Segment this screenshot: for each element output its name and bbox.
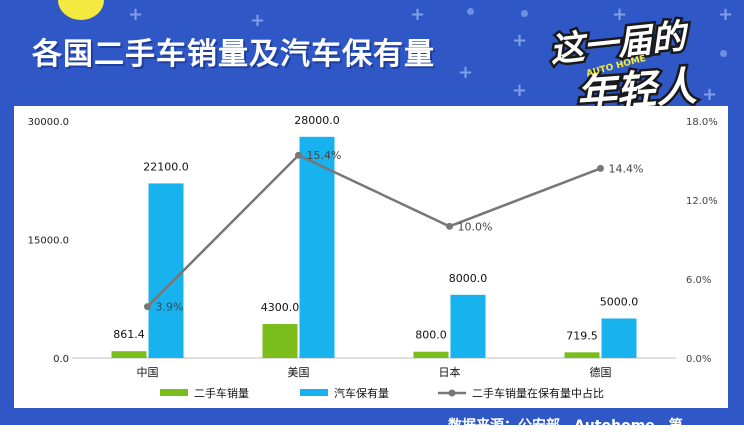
legend-label: 二手车销量在保有量中占比 — [472, 386, 604, 400]
footer-source: 数据来源：公安部、Autohome、第 — [448, 418, 683, 434]
ratio-value-label: 15.4% — [307, 149, 342, 162]
legend-marker — [448, 389, 456, 397]
bar-ownership — [450, 294, 486, 358]
plus-icon: + — [718, 4, 734, 25]
y-right-tick-label: 6.0% — [686, 275, 711, 286]
ratio-value-label: 14.4% — [609, 162, 644, 175]
chart: 0.0 15000.0 30000.0 0.0% 6.0% 12.0% 18.0% 中国 861… — [28, 114, 718, 400]
ratio-point — [446, 222, 453, 230]
ratio-point — [295, 151, 302, 159]
x-tick-label: 美国 — [288, 366, 310, 379]
x-tick-label: 德国 — [590, 365, 612, 379]
y-left-tick-label: 15000.0 — [28, 236, 69, 247]
bar-value-label: 5000.0 — [600, 296, 639, 309]
decorative-dot — [720, 50, 727, 57]
y-left-tick-label: 30000.0 — [28, 117, 69, 128]
decorative-dot — [467, 8, 474, 15]
bar-sales — [564, 352, 600, 358]
legend-swatch — [160, 389, 188, 396]
bar-sales — [111, 351, 147, 358]
ratio-value-label: 10.0% — [458, 220, 493, 233]
ratio-point — [144, 303, 151, 311]
bar-value-label: 4300.0 — [261, 301, 300, 314]
decorative-circle — [58, 0, 104, 20]
bar-sales — [413, 351, 449, 358]
plus-icon: + — [128, 4, 144, 25]
legend-label: 二手车销量 — [194, 386, 249, 400]
ratio-point — [597, 164, 604, 172]
bar-value-label: 22100.0 — [143, 160, 189, 173]
bar-sales — [262, 324, 298, 358]
bar-value-label: 719.5 — [566, 329, 598, 342]
plus-icon: + — [410, 4, 426, 25]
bar-ownership — [299, 136, 335, 358]
logo-line2: 年轻人 — [575, 64, 698, 114]
legend-label: 汽车保有量 — [334, 386, 389, 400]
plus-icon: + — [250, 10, 266, 31]
legend-swatch — [300, 389, 328, 396]
bar-value-label: 28000.0 — [294, 114, 340, 127]
plus-icon: + — [512, 30, 528, 51]
page-title: 各国二手车销量及汽车保有量 — [32, 37, 435, 72]
x-tick-label: 日本 — [439, 365, 461, 379]
x-tick-label: 中国 — [137, 366, 159, 379]
y-right-tick-label: 0.0% — [686, 354, 711, 365]
plus-icon: + — [458, 62, 474, 83]
brand-logo: 这一届的 年轻人 AUTO HOME — [546, 16, 700, 114]
ratio-line — [146, 153, 601, 308]
plus-icon: + — [702, 84, 718, 105]
y-right-tick-label: 18.0% — [686, 117, 718, 128]
plus-icon: + — [512, 80, 528, 101]
bar-value-label: 8000.0 — [449, 272, 488, 285]
decorative-dot — [608, 78, 615, 85]
plus-icon: + — [612, 4, 628, 25]
y-right-tick-label: 12.0% — [686, 196, 718, 207]
ratio-value-label: 3.9% — [156, 301, 184, 314]
decorative-dot — [521, 10, 528, 17]
bar-value-label: 861.4 — [113, 328, 145, 341]
bar-ownership — [601, 318, 637, 358]
y-left-tick-label: 0.0 — [53, 354, 69, 365]
bar-value-label: 800.0 — [415, 329, 447, 342]
bar-ownership — [148, 183, 184, 358]
